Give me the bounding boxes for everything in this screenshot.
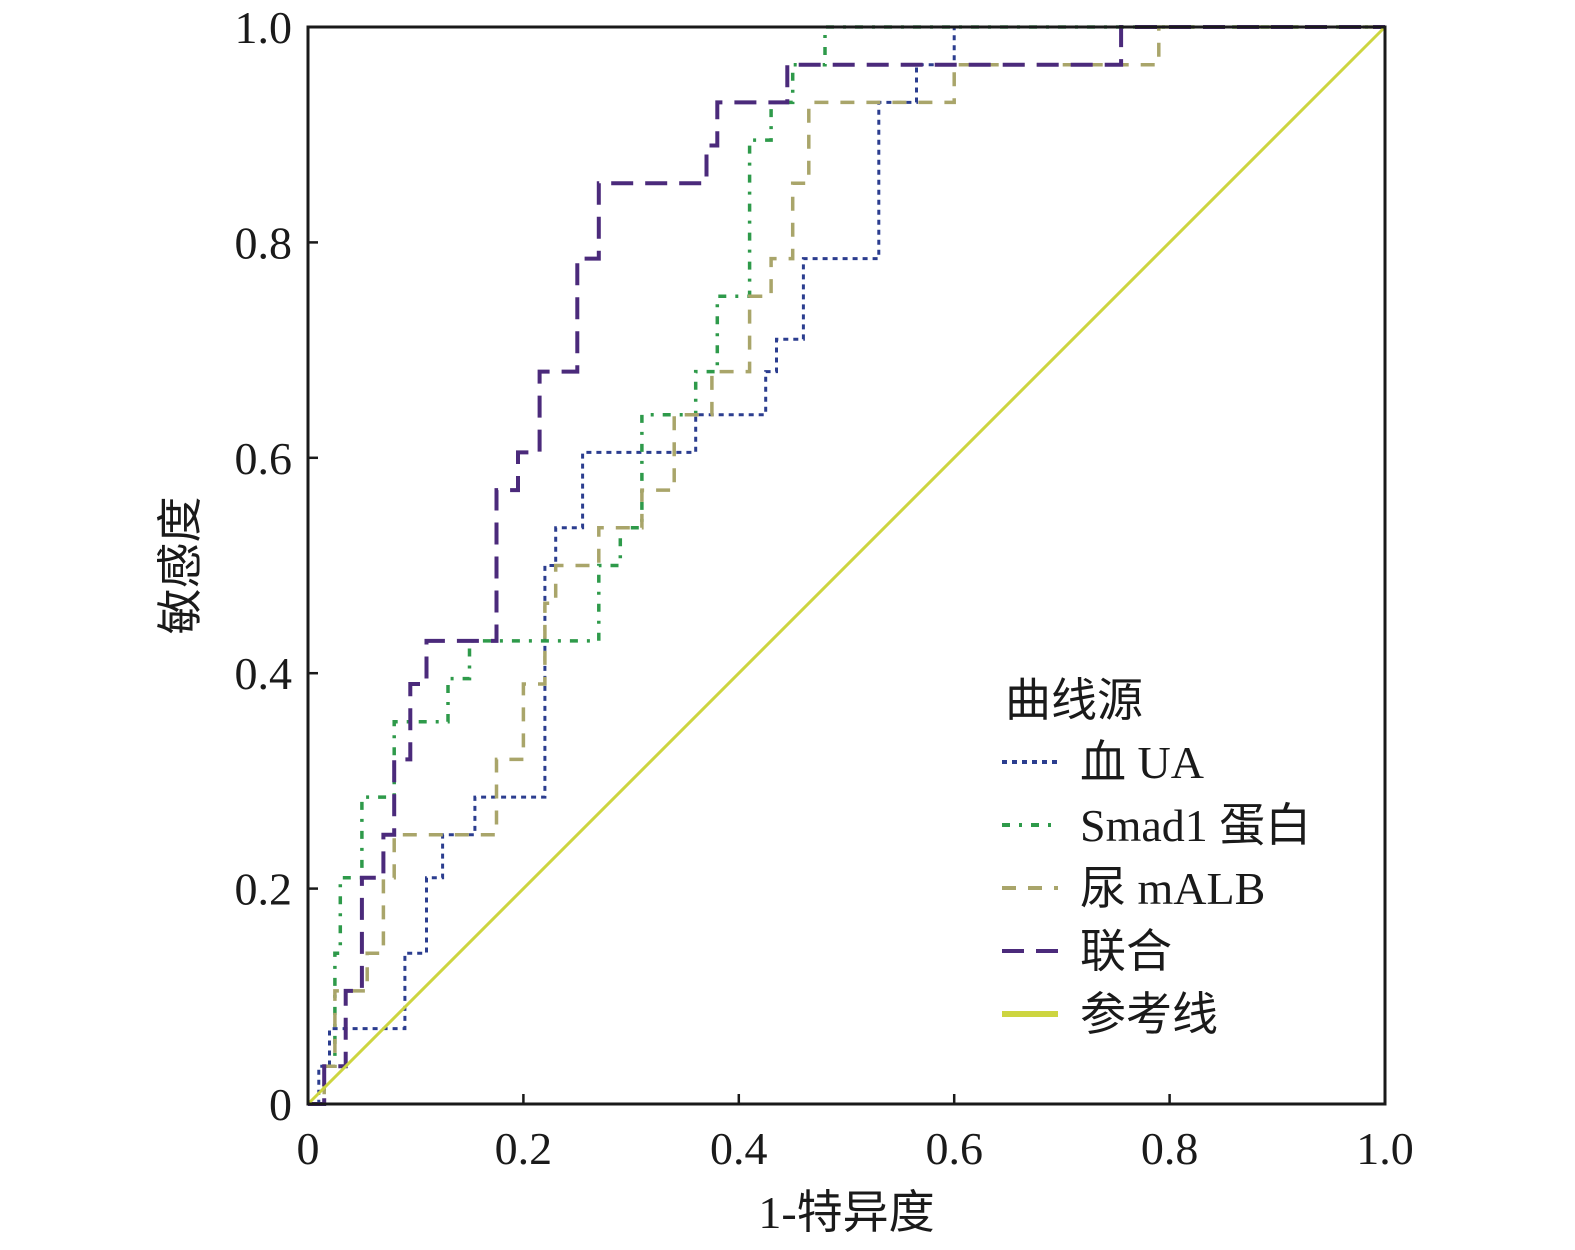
x-axis: 0 0.2 0.4 0.6 0.8 1.0 xyxy=(297,1094,1414,1174)
legend-label: 联合 xyxy=(1080,926,1172,977)
x-tick-label: 0.8 xyxy=(1141,1123,1199,1174)
series-line-1 xyxy=(308,25,1385,1106)
y-tick-label: 0.8 xyxy=(235,217,293,268)
series-layer xyxy=(306,25,1387,1106)
legend-label: 参考线 xyxy=(1080,989,1218,1040)
x-axis-title: 1-特异度 xyxy=(758,1187,934,1238)
legend-title: 曲线源 xyxy=(1005,675,1143,726)
x-tick-label: 0.2 xyxy=(495,1123,553,1174)
y-tick-label: 1.0 xyxy=(235,2,293,53)
x-tick-label: 0.4 xyxy=(710,1123,768,1174)
x-tick-label: 0.6 xyxy=(925,1123,983,1174)
y-tick-label: 0.4 xyxy=(235,648,293,699)
series-line-5 xyxy=(306,25,1387,1106)
series-line-2 xyxy=(308,25,1385,1106)
legend-label: 血 UA xyxy=(1080,737,1204,788)
y-axis: 0 0.2 0.4 0.6 0.8 1.0 xyxy=(235,2,318,1130)
y-tick-label: 0.2 xyxy=(235,864,293,915)
plot-frame xyxy=(306,25,1387,1106)
series-line-3 xyxy=(308,25,1385,1106)
legend-label: 尿 mALB xyxy=(1080,863,1265,914)
y-axis-title: 敏感度 xyxy=(155,497,206,635)
legend-label: Smad1 蛋白 xyxy=(1080,800,1311,851)
series-line-4 xyxy=(308,25,1385,1106)
y-tick-label: 0.6 xyxy=(235,433,293,484)
y-tick-label: 0 xyxy=(269,1079,292,1130)
x-tick-label: 0 xyxy=(297,1123,320,1174)
x-tick-label: 1.0 xyxy=(1356,1123,1414,1174)
